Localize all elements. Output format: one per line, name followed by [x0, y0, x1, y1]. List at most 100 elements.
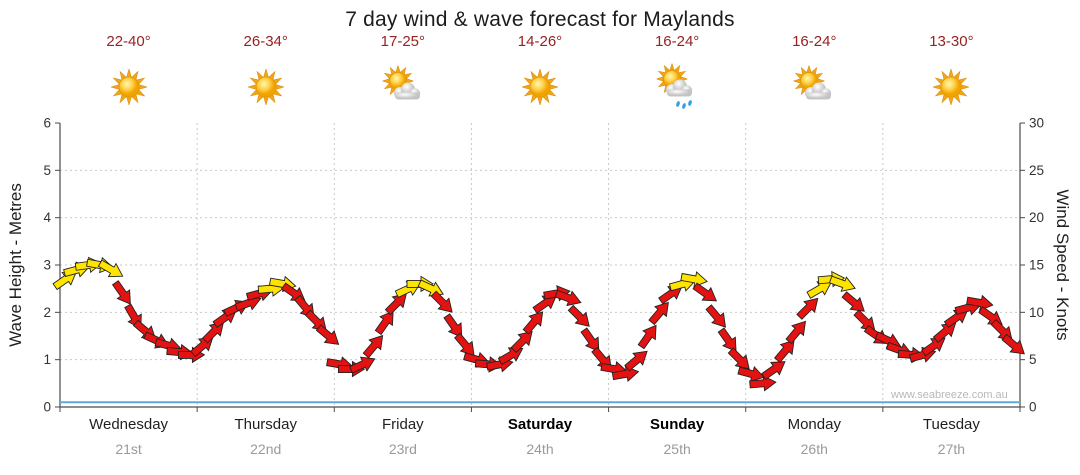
day-temp: 17-25° [380, 33, 426, 50]
wind-arrow [580, 327, 600, 353]
right-axis-tick-label: 10 [1029, 305, 1044, 320]
weather-icon-row [60, 58, 1020, 116]
right-axis-title: Wind Speed - Knots [1053, 189, 1072, 341]
weather-icon-sunny [60, 58, 197, 116]
wind-arrow [774, 339, 795, 364]
day-temp: 22-40° [106, 33, 151, 50]
wind-arrow [522, 311, 544, 335]
day-name: Saturday [507, 416, 573, 433]
wind-arrow [966, 294, 994, 312]
wind-arrow [785, 320, 807, 345]
temperature-row: 22-40° 26-34° 17-25° 14-26° 16-24° 16-24… [60, 33, 1020, 50]
wind-arrow [362, 334, 384, 359]
wind-arrow [796, 297, 819, 320]
day-temp: 14-26° [517, 33, 563, 50]
wind-arrow [443, 313, 463, 338]
wind-arrow [554, 289, 582, 307]
day-temp: 16-24° [654, 33, 700, 50]
right-axis-tick-label: 20 [1029, 210, 1044, 225]
page-title: 7 day wind & wave forecast for Maylands [345, 8, 735, 31]
weather-icon-graphic [655, 62, 693, 109]
wind-arrow [637, 324, 657, 350]
watermark: www.seabreeze.com.au [891, 389, 1008, 401]
right-axis-tick-label: 15 [1029, 258, 1044, 273]
wind-arrow [921, 337, 946, 357]
day-date: 27th [937, 441, 966, 457]
wind-arrow [749, 374, 777, 392]
wind-arrow [841, 291, 865, 312]
wind-arrow [201, 321, 225, 344]
day-name: Thursday [234, 416, 297, 433]
wind-arrow [692, 282, 718, 302]
wind-arrow [374, 310, 394, 336]
right-axis-tick-label: 25 [1029, 163, 1044, 178]
wind-arrow [658, 285, 683, 305]
weather-icon-sunny [883, 58, 1020, 116]
day-temp: 26-34° [243, 33, 288, 50]
left-axis-tick-label: 5 [43, 163, 51, 178]
wind-arrow [1001, 333, 1025, 355]
right-axis-tick-label: 0 [1029, 400, 1037, 415]
day-date: 25th [663, 441, 691, 457]
left-axis-tick-label: 4 [43, 210, 51, 225]
right-axis-tick-label: 5 [1029, 352, 1037, 367]
day-name: Wednesday [89, 416, 169, 433]
wind-arrow [349, 356, 376, 374]
left-axis-tick-label: 1 [43, 352, 51, 367]
right-axis-tick-label: 30 [1029, 116, 1044, 131]
day-date: 23rd [388, 441, 417, 457]
wind-arrow [111, 280, 131, 305]
weather-icon-sunny [471, 58, 608, 116]
wind-arrow [532, 294, 558, 314]
weather-icon-graphic [246, 68, 285, 106]
day-date: 24th [526, 441, 554, 457]
wind-arrow [761, 361, 786, 381]
wind-arrow [806, 281, 832, 299]
wind-arrow [727, 347, 750, 370]
day-date: 22nd [250, 441, 282, 457]
weather-icon-showers [609, 58, 746, 116]
wind-arrow [932, 322, 957, 343]
wind-arrow [315, 324, 340, 345]
weather-icon-graphic [381, 64, 421, 100]
wind-arrow [430, 290, 453, 313]
wind-arrow [624, 350, 648, 372]
weather-icon-graphic [109, 68, 148, 106]
day-date-row: 21st 22nd 23rd 24th 25th 26th 27th [60, 441, 1020, 457]
wind-arrow [717, 327, 737, 353]
wind-arrow [611, 365, 640, 382]
left-axis-title: Wave Height - Metres [6, 183, 25, 347]
day-temp: 13-30° [929, 33, 974, 50]
wind-arrow [705, 304, 727, 328]
day-name: Tuesday [922, 416, 980, 433]
wind-arrow [567, 304, 590, 327]
wind-arrow [384, 293, 407, 316]
wind-arrow [737, 366, 765, 383]
day-name-row: Wednesday Thursday Friday Saturday Sunda… [60, 416, 1020, 433]
day-temp: 16-24° [792, 33, 837, 50]
day-date: 21st [115, 441, 142, 457]
wind-arrow [828, 275, 856, 292]
left-axis-tick-label: 0 [43, 400, 51, 415]
wind-arrow [680, 271, 708, 288]
wind-arrow [510, 330, 533, 354]
left-axis-tick-label: 2 [43, 305, 51, 320]
weather-icon-graphic [521, 68, 559, 106]
weather-icon-sunny [197, 58, 334, 116]
weather-icon-partly-cloudy [746, 58, 883, 116]
left-axis-tick-label: 3 [43, 258, 51, 273]
weather-icon-graphic [932, 68, 971, 106]
wind-arrow [943, 309, 969, 329]
day-name: Friday [382, 416, 424, 433]
weather-icon-partly-cloudy [334, 58, 471, 116]
left-axis-tick-label: 6 [43, 116, 51, 131]
day-name: Monday [787, 416, 841, 433]
weather-icon-graphic [792, 64, 832, 100]
wind-arrow [648, 301, 669, 326]
wind-arrow [52, 271, 78, 291]
day-date: 26th [800, 441, 828, 457]
day-name: Sunday [650, 416, 705, 433]
wind-arrow [97, 259, 124, 278]
